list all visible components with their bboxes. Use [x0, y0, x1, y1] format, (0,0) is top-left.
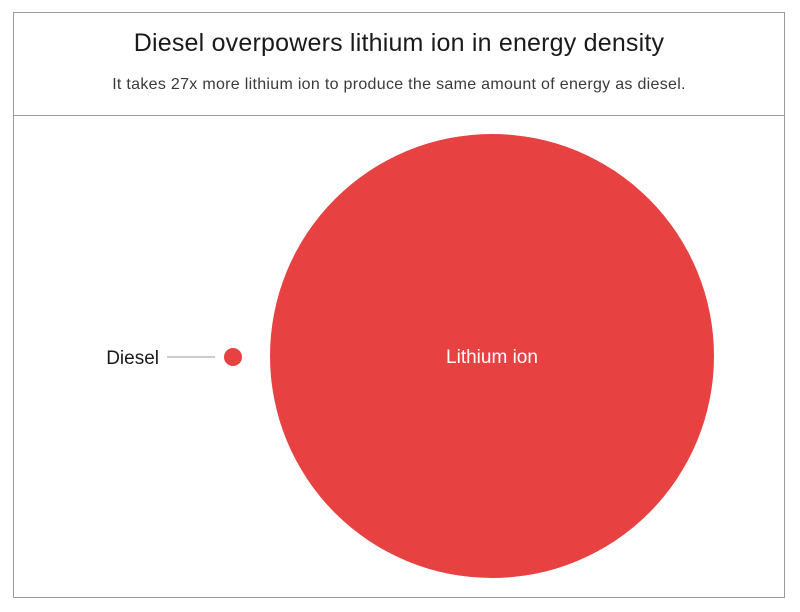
chart-frame: Diesel overpowers lithium ion in energy …	[13, 12, 785, 598]
chart-title: Diesel overpowers lithium ion in energy …	[133, 29, 665, 57]
chart-header: Diesel overpowers lithium ion in energy …	[14, 13, 784, 116]
diesel-label: Diesel	[106, 348, 159, 369]
chart-subtitle: It takes 27x more lithium ion to produce…	[112, 76, 686, 93]
diesel-bubble	[224, 348, 242, 366]
lithium-ion-label: Lithium ion	[446, 347, 538, 368]
lithium-ion-bubble	[270, 134, 714, 578]
